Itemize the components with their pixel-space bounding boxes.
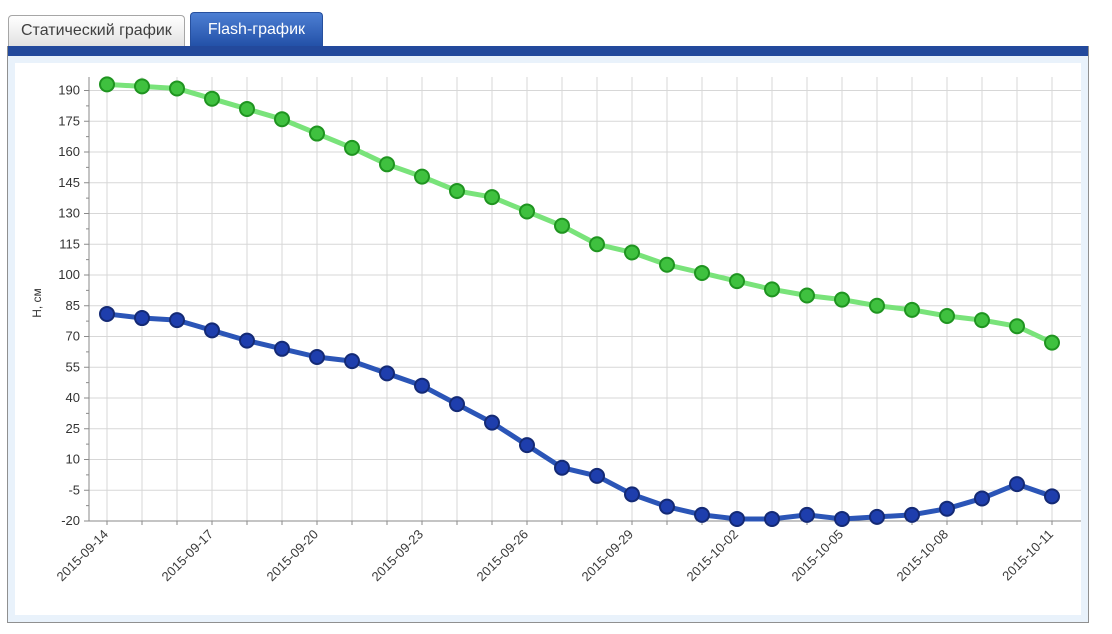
- active-tab-bar: [8, 46, 1088, 56]
- series-blue-point[interactable]: [204, 322, 220, 339]
- series-green-point[interactable]: [274, 111, 290, 128]
- x-tick-label: 2015-09-14: [53, 527, 111, 585]
- series-green-point[interactable]: [904, 301, 920, 318]
- series-green-point[interactable]: [764, 281, 780, 298]
- x-tick-label: 2015-10-11: [999, 527, 1056, 584]
- series-green-line: [104, 81, 1055, 346]
- x-tick-label: 2015-09-20: [263, 527, 321, 585]
- series-green-point[interactable]: [99, 76, 115, 93]
- series-blue-point[interactable]: [589, 467, 605, 484]
- y-tick-label: 100: [58, 267, 80, 282]
- y-tick-label: 115: [59, 236, 80, 251]
- series-green-point[interactable]: [134, 78, 150, 95]
- tab-row: Статический график Flash-график: [7, 12, 1089, 46]
- series-green-point[interactable]: [834, 291, 850, 308]
- chart-widget: Статический график Flash-график Н, см -2…: [7, 12, 1089, 623]
- series-blue-point[interactable]: [974, 490, 990, 507]
- chart-panel: Н, см -20 -5 10 25 40 55 70 85 100 115 130 145 160 17…: [15, 63, 1081, 615]
- tab-flash-chart-label: Flash-график: [207, 20, 305, 38]
- x-tick-label: 2015-09-17: [158, 527, 216, 585]
- chart-content: Н, см -20 -5 10 25 40 55 70 85 100 115 130 145 160 17…: [8, 56, 1088, 622]
- y-tick-label: -5: [68, 482, 80, 497]
- series-green-point[interactable]: [729, 273, 745, 290]
- series-green-point[interactable]: [239, 100, 255, 117]
- series-blue-point[interactable]: [1009, 476, 1025, 493]
- series-green-point[interactable]: [204, 90, 220, 107]
- series-green-point[interactable]: [554, 217, 570, 234]
- y-tick-label: 40: [66, 390, 80, 405]
- y-tick-label: 130: [58, 206, 80, 221]
- series-green-point[interactable]: [169, 80, 185, 97]
- tab-static-chart-label: Статический график: [21, 22, 172, 39]
- series-green-point[interactable]: [414, 168, 430, 185]
- series-green-point[interactable]: [379, 156, 395, 173]
- x-tick-label: 2015-10-05: [788, 527, 846, 585]
- series-blue-point[interactable]: [554, 459, 570, 476]
- series-blue-point[interactable]: [414, 377, 430, 394]
- series-green-point[interactable]: [974, 312, 990, 329]
- x-tick-label: 2015-10-08: [893, 527, 951, 585]
- series-blue-point[interactable]: [449, 396, 465, 413]
- y-tick-label: 70: [66, 329, 80, 344]
- y-tick-label: 25: [66, 421, 80, 436]
- series-blue-point[interactable]: [1044, 488, 1060, 505]
- series-blue-point[interactable]: [484, 414, 500, 431]
- series-green-point[interactable]: [344, 139, 360, 156]
- series-green-point[interactable]: [1044, 334, 1060, 351]
- x-tick-label: 2015-09-23: [368, 527, 426, 585]
- series-green-point[interactable]: [1009, 318, 1025, 335]
- series-blue-point[interactable]: [869, 508, 885, 525]
- x-tick-label: 2015-09-29: [578, 527, 636, 585]
- series-green-point[interactable]: [659, 256, 675, 273]
- tab-flash-chart[interactable]: Flash-график: [189, 12, 323, 46]
- series-blue-point[interactable]: [659, 498, 675, 515]
- series-green-point[interactable]: [484, 189, 500, 206]
- series-blue-point[interactable]: [834, 510, 850, 527]
- series-green-point[interactable]: [869, 297, 885, 314]
- y-tick-label: 145: [58, 175, 80, 190]
- y-tick-label: 10: [66, 452, 80, 467]
- series-blue-point[interactable]: [624, 486, 640, 503]
- series-blue-point[interactable]: [904, 506, 920, 523]
- y-tick-label: 85: [66, 298, 80, 313]
- series-green-point[interactable]: [309, 125, 325, 142]
- series-green-point[interactable]: [939, 308, 955, 324]
- series-blue-point[interactable]: [729, 510, 745, 527]
- series-blue-point[interactable]: [99, 305, 115, 322]
- series-blue-point[interactable]: [799, 506, 815, 523]
- series-blue-point[interactable]: [274, 340, 290, 357]
- y-tick-label: 175: [58, 113, 80, 128]
- series-blue-point[interactable]: [239, 332, 255, 349]
- series-blue-point[interactable]: [169, 312, 185, 329]
- y-tick-label: 160: [58, 144, 80, 159]
- series-blue-point[interactable]: [309, 349, 325, 365]
- series-blue-line: [104, 311, 1055, 522]
- y-tick-label: 190: [58, 83, 80, 98]
- series-green-point[interactable]: [624, 244, 640, 261]
- x-tick-label: 2015-10-02: [683, 527, 741, 585]
- series-blue-point[interactable]: [379, 365, 395, 382]
- series-green-point[interactable]: [694, 264, 710, 281]
- tab-static-chart[interactable]: Статический график: [8, 15, 185, 46]
- y-axis-title: Н, см: [30, 288, 44, 318]
- series-blue-point[interactable]: [134, 310, 150, 327]
- x-tick-label: 2015-09-26: [473, 527, 531, 585]
- series-green-point[interactable]: [589, 236, 605, 253]
- series-blue-point[interactable]: [764, 510, 780, 527]
- series-blue-point[interactable]: [519, 437, 535, 454]
- y-tick-label: -20: [61, 513, 80, 528]
- series-green-point[interactable]: [799, 287, 815, 304]
- series-green-point[interactable]: [519, 203, 535, 220]
- y-tick-label: 55: [66, 359, 80, 374]
- chart-canvas: Н, см -20 -5 10 25 40 55 70 85 100 115 130 145 160 17…: [30, 76, 1081, 585]
- series-blue-point[interactable]: [939, 500, 955, 517]
- series-green-point[interactable]: [449, 182, 465, 199]
- series-blue-point[interactable]: [344, 353, 360, 370]
- series-blue-point[interactable]: [694, 506, 710, 523]
- widget-body: Н, см -20 -5 10 25 40 55 70 85 100 115 130 145 160 17…: [7, 46, 1089, 623]
